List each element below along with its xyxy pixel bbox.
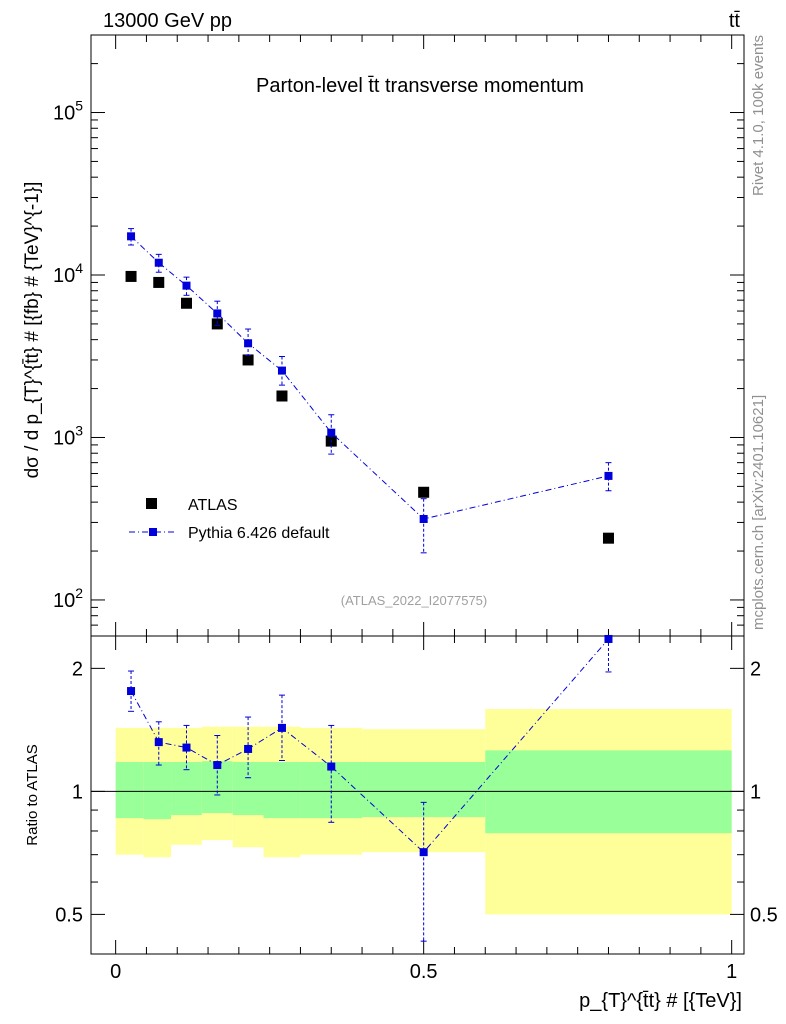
plot-frames	[90, 34, 745, 955]
legend: ATLAS Pythia 6.426 default	[129, 497, 330, 542]
stat-uncertainty-band	[143, 762, 172, 820]
pythia-main-point	[154, 258, 163, 267]
source-label: mcplots.cern.ch [arXiv:2401.10621]	[750, 395, 767, 630]
main-plot-series	[125, 228, 614, 554]
stat-uncertainty-band	[171, 762, 202, 816]
pythia-ratio-point	[277, 723, 286, 732]
atlas-data-point	[180, 297, 192, 309]
pythia-main-point	[604, 471, 613, 480]
axis-ticks: 102 103 104 105 0 0.5 1 0.5 0.5 1 1 2 2	[53, 34, 778, 983]
atlas-data-point	[153, 276, 165, 288]
ratio-y-tick-label-right: 1	[750, 781, 761, 803]
pythia-main-point	[277, 366, 286, 375]
stat-uncertainty-band	[115, 762, 144, 819]
energy-label: 13000 GeV pp	[103, 10, 232, 32]
pythia-ratio-point	[604, 634, 613, 643]
pythia-ratio-point	[127, 687, 136, 696]
legend-atlas-marker	[146, 498, 157, 509]
ratio-y-tick-label-right: 2	[750, 658, 761, 680]
ratio-plot-series	[127, 634, 613, 942]
pythia-main-point	[127, 232, 136, 241]
analysis-watermark: (ATLAS_2022_I2077575)	[341, 593, 487, 608]
legend-pythia-label: Pythia 6.426 default	[188, 525, 330, 542]
legend-atlas-label: ATLAS	[188, 497, 238, 514]
x-tick-label: 0.5	[410, 961, 438, 983]
rivet-label: Rivet 4.1.0, 100k events	[750, 35, 767, 196]
pythia-main-point	[244, 339, 253, 348]
pythia-ratio-point	[419, 848, 428, 857]
main-y-tick-label: 102	[53, 585, 83, 612]
atlas-data-point	[418, 486, 430, 498]
x-tick-label: 1	[726, 961, 737, 983]
ratio-y-axis-label: Ratio to ATLAS	[24, 744, 41, 845]
main-y-tick-label: 105	[53, 98, 83, 125]
process-label: tt̄	[729, 10, 741, 32]
main-plot-frame	[90, 34, 745, 637]
pythia-main-point	[327, 428, 336, 437]
ratio-y-tick-label-left: 0.5	[55, 904, 83, 926]
pythia-main-point	[213, 309, 222, 318]
pythia-ratio-point	[213, 761, 222, 770]
ratio-y-tick-label-left: 2	[72, 658, 83, 680]
pythia-ratio-point	[327, 762, 336, 771]
chart-title: Parton-level t̄t transverse momentum	[256, 75, 584, 97]
legend-pythia-marker	[149, 528, 157, 536]
x-axis-label: p_{T}^{t̄t} # [{TeV}]	[579, 990, 742, 1012]
ratio-plot-frame	[90, 635, 745, 955]
atlas-data-point	[276, 390, 288, 402]
main-y-axis-label: dσ / d p_{T}^{t̄t} # [{fb} # {TeV}^{-1}]	[22, 182, 43, 479]
main-y-axis-label-text: dσ / d p_{T}^{t̄t} # [{fb} # {TeV}^{-1}]	[22, 182, 43, 479]
ratio-y-tick-label-left: 1	[72, 781, 83, 803]
stat-uncertainty-band	[232, 762, 264, 816]
pythia-ratio-point	[244, 744, 253, 753]
atlas-data-point	[602, 532, 614, 544]
stat-uncertainty-band	[263, 762, 301, 819]
x-tick-label: 0	[110, 961, 121, 983]
atlas-data-point	[125, 270, 137, 282]
pythia-main-line	[130, 235, 609, 520]
pythia-main-point	[182, 281, 191, 290]
pythia-main-point	[419, 514, 428, 523]
main-y-tick-label: 104	[53, 260, 83, 287]
pythia-ratio-point	[154, 738, 163, 747]
pythia-ratio-point	[182, 743, 191, 752]
atlas-data-point	[242, 354, 254, 366]
main-y-tick-label: 103	[53, 422, 83, 449]
ratio-y-tick-label-right: 0.5	[750, 904, 778, 926]
